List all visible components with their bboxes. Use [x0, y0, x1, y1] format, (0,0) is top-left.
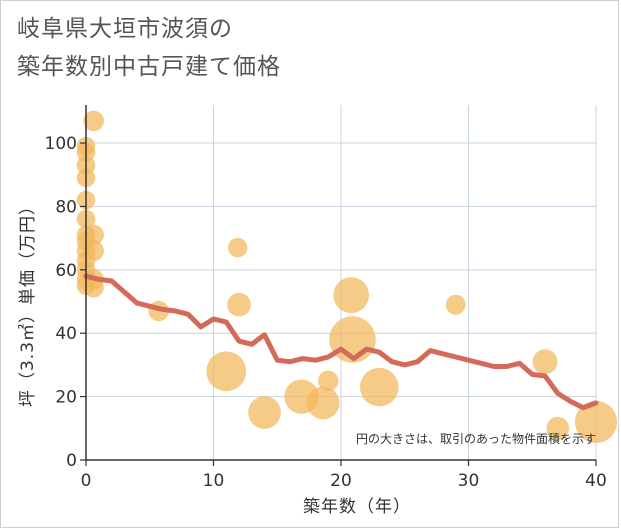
chart-title: 岐阜県大垣市波須の 築年数別中古戸建て価格	[17, 10, 281, 86]
y-tick-label: 0	[66, 451, 77, 471]
axes: 0 20 40 60 80 100 0 10 20 30 40	[45, 105, 607, 491]
bubble-point	[574, 400, 618, 444]
bubble-point	[83, 276, 104, 298]
bubble-point	[228, 237, 248, 258]
x-tick-label: 10	[203, 471, 225, 491]
bubble-point	[306, 386, 340, 420]
average-trend-line	[83, 273, 599, 411]
bubbles	[76, 110, 618, 444]
trend-line-group	[83, 273, 599, 411]
bubble-point	[532, 349, 558, 375]
bubble-point	[248, 396, 281, 429]
y-tick-label: 100	[45, 134, 77, 154]
y-axis-label: 坪（3.3㎡）単価（万円）	[18, 197, 38, 407]
area-note: 円の大きさは、取引のあった物件面積を示す	[356, 431, 596, 446]
bubble-point	[206, 351, 247, 392]
bubble-point	[333, 277, 370, 314]
x-tick-label: 30	[458, 471, 480, 491]
x-tick-label: 0	[81, 471, 92, 491]
bubble-point	[227, 292, 251, 317]
x-tick-label: 40	[585, 471, 607, 491]
x-tick-label: 20	[330, 471, 352, 491]
y-tick-label: 40	[55, 324, 77, 344]
y-tick-label: 80	[55, 197, 77, 217]
bubble-point	[445, 294, 466, 315]
bubble-point	[359, 367, 399, 407]
x-axis-label: 築年数（年）	[303, 497, 411, 517]
bubble-point	[317, 370, 339, 392]
title-line-2: 築年数別中古戸建て価格	[17, 54, 281, 80]
bubble-point	[83, 240, 104, 262]
bubble-point	[83, 224, 104, 246]
y-tick-label: 60	[55, 261, 77, 281]
y-tick-label: 20	[55, 388, 77, 408]
title-line-1: 岐阜県大垣市波須の	[17, 16, 233, 42]
bubble-point	[83, 110, 104, 132]
bubble-point	[546, 416, 570, 440]
